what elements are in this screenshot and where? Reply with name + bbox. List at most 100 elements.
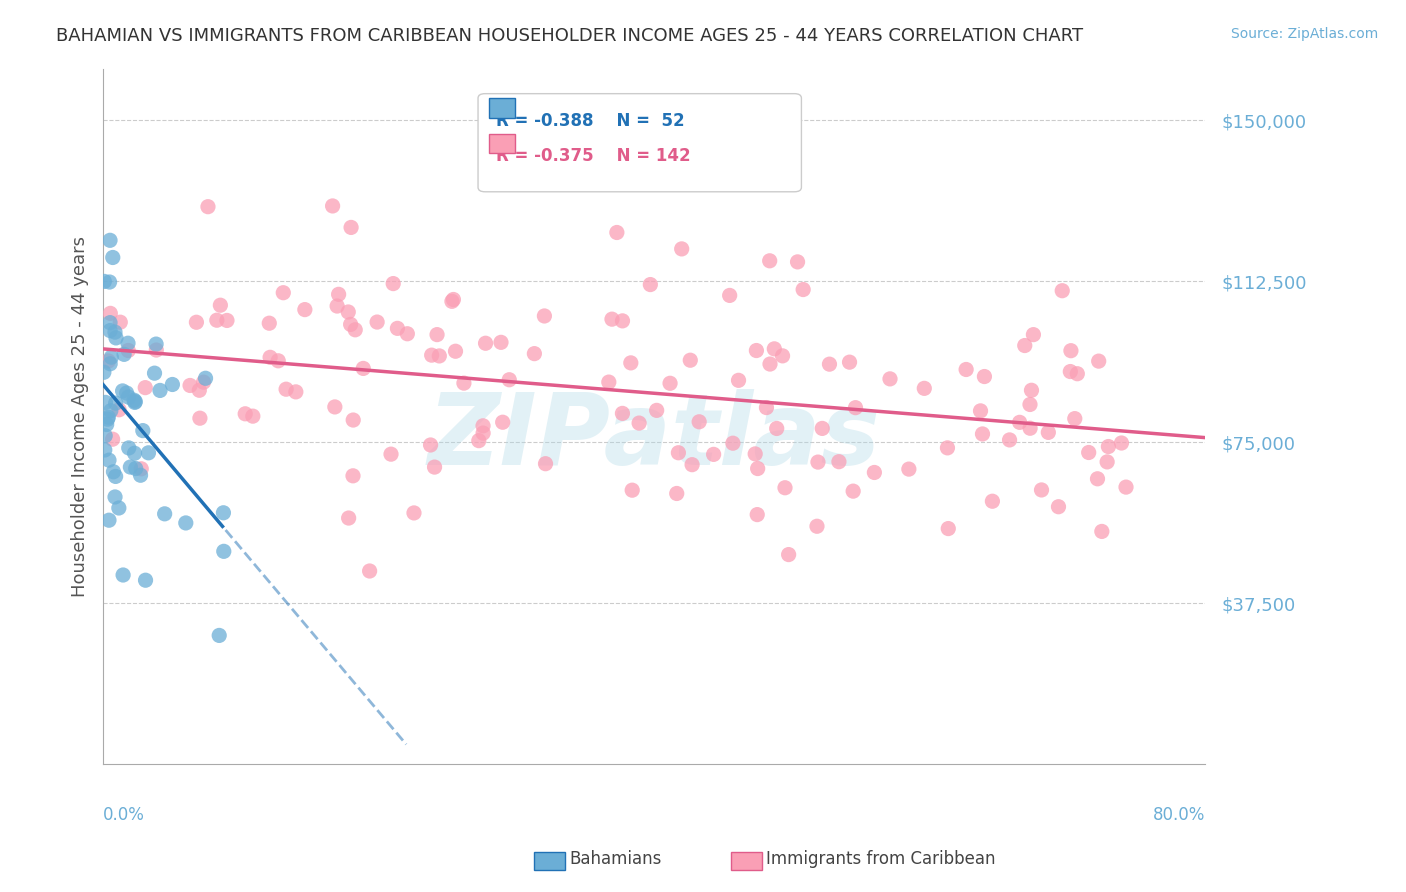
- Point: [659, 376, 682, 391]
- Point: [188, 384, 211, 398]
- Point: [441, 293, 464, 307]
- Point: [108, 402, 131, 417]
- Point: [468, 434, 491, 448]
- Point: [359, 564, 381, 578]
- Point: [1066, 367, 1088, 381]
- Point: [112, 568, 135, 582]
- Point: [98, 316, 121, 330]
- Point: [1111, 436, 1133, 450]
- Point: [423, 460, 446, 475]
- Text: ZIPatlas: ZIPatlas: [427, 389, 880, 486]
- Point: [98, 357, 121, 371]
- Point: [842, 484, 865, 499]
- Point: [1087, 354, 1109, 368]
- Point: [897, 462, 920, 476]
- Point: [93, 365, 115, 379]
- Point: [778, 548, 800, 562]
- Point: [420, 348, 443, 362]
- Point: [792, 283, 814, 297]
- Point: [807, 455, 830, 469]
- Point: [1087, 472, 1109, 486]
- Point: [474, 336, 496, 351]
- Point: [209, 298, 232, 312]
- Point: [145, 343, 167, 357]
- Point: [94, 395, 117, 409]
- Point: [94, 429, 117, 443]
- Point: [100, 350, 122, 364]
- Point: [117, 343, 139, 358]
- Point: [342, 468, 364, 483]
- Point: [212, 544, 235, 558]
- Point: [763, 342, 786, 356]
- Text: BAHAMIAN VS IMMIGRANTS FROM CARIBBEAN HOUSEHOLDER INCOME AGES 25 - 44 YEARS CORR: BAHAMIAN VS IMMIGRANTS FROM CARIBBEAN HO…: [56, 27, 1084, 45]
- Point: [215, 313, 238, 327]
- Point: [1063, 411, 1085, 425]
- Point: [402, 506, 425, 520]
- Point: [640, 277, 662, 292]
- Point: [396, 326, 419, 341]
- Point: [97, 410, 120, 425]
- Point: [117, 390, 139, 404]
- Point: [242, 409, 264, 424]
- Point: [124, 446, 146, 460]
- Point: [1077, 445, 1099, 459]
- Point: [98, 453, 121, 467]
- Point: [759, 357, 782, 371]
- Point: [1008, 415, 1031, 429]
- Point: [326, 299, 349, 313]
- Point: [1019, 397, 1042, 411]
- Point: [101, 432, 124, 446]
- Point: [533, 309, 555, 323]
- Point: [115, 386, 138, 401]
- Point: [744, 447, 766, 461]
- Point: [863, 466, 886, 480]
- Point: [103, 465, 125, 479]
- Point: [773, 481, 796, 495]
- Point: [811, 421, 834, 435]
- Point: [665, 486, 688, 500]
- Point: [1038, 425, 1060, 440]
- Point: [212, 506, 235, 520]
- Point: [419, 438, 441, 452]
- Text: R = -0.388    N =  52: R = -0.388 N = 52: [496, 112, 685, 129]
- Point: [274, 382, 297, 396]
- Point: [523, 346, 546, 360]
- Point: [145, 337, 167, 351]
- Point: [98, 324, 121, 338]
- Point: [104, 396, 127, 410]
- Point: [259, 316, 281, 330]
- Point: [342, 413, 364, 427]
- Point: [323, 400, 346, 414]
- Point: [1031, 483, 1053, 497]
- Point: [718, 288, 741, 302]
- Point: [745, 343, 768, 358]
- Point: [806, 519, 828, 533]
- Point: [197, 200, 219, 214]
- Point: [98, 306, 121, 320]
- Point: [352, 361, 374, 376]
- Point: [1050, 284, 1073, 298]
- Point: [387, 321, 409, 335]
- Point: [124, 394, 146, 409]
- Point: [427, 349, 450, 363]
- Point: [645, 403, 668, 417]
- Point: [786, 255, 808, 269]
- Point: [1060, 343, 1083, 358]
- Point: [765, 421, 787, 435]
- Point: [600, 312, 623, 326]
- Point: [97, 412, 120, 426]
- Point: [259, 351, 281, 365]
- Point: [284, 384, 307, 399]
- Point: [747, 508, 769, 522]
- Point: [98, 233, 121, 247]
- Point: [598, 375, 620, 389]
- Point: [124, 395, 146, 409]
- Point: [426, 327, 449, 342]
- Point: [818, 357, 841, 371]
- Point: [955, 362, 977, 376]
- Point: [758, 253, 780, 268]
- Point: [969, 404, 991, 418]
- Point: [193, 375, 215, 389]
- Point: [267, 353, 290, 368]
- Point: [703, 447, 725, 461]
